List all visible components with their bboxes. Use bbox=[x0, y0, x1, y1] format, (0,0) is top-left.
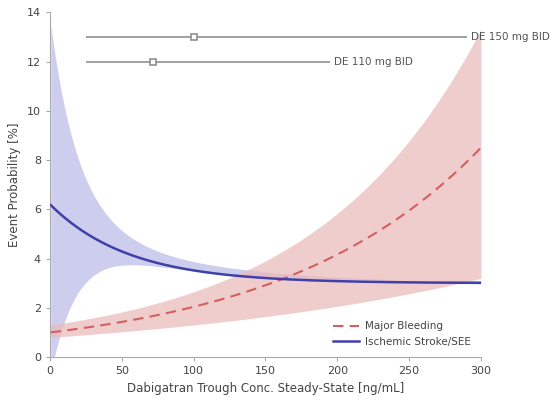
Text: DE 110 mg BID: DE 110 mg BID bbox=[334, 56, 413, 66]
X-axis label: Dabigatran Trough Conc. Steady-State [ng/mL]: Dabigatran Trough Conc. Steady-State [ng… bbox=[127, 382, 404, 395]
Legend: Major Bleeding, Ischemic Stroke/SEE: Major Bleeding, Ischemic Stroke/SEE bbox=[328, 316, 475, 352]
Y-axis label: Event Probability [%]: Event Probability [%] bbox=[8, 123, 21, 247]
Text: DE 150 mg BID: DE 150 mg BID bbox=[471, 32, 550, 42]
